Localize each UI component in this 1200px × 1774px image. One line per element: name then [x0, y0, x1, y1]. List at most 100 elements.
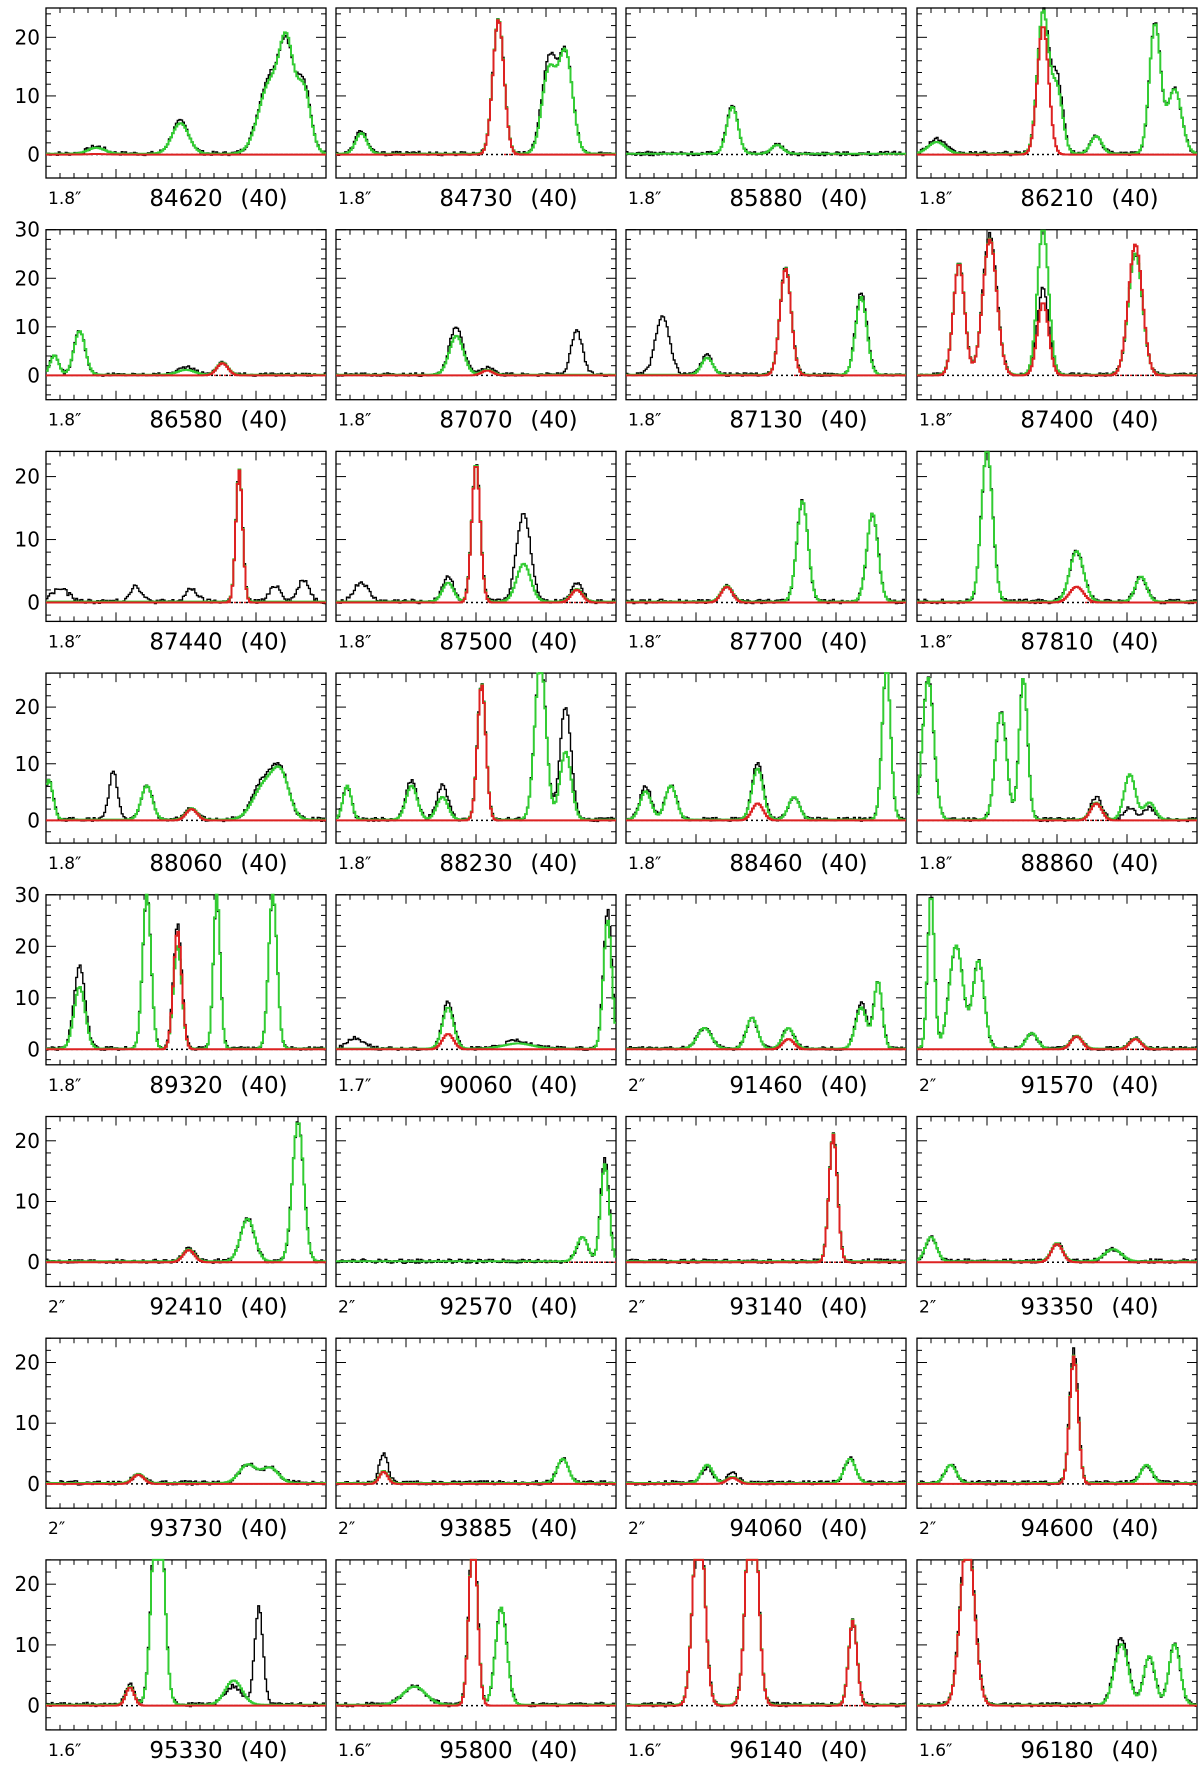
frequency-label: 95330: [149, 1738, 222, 1764]
frequency-label: 88460: [729, 851, 802, 877]
y-tick-label: 30: [15, 883, 40, 907]
spectrum-panel: 0 10 20 1.8″ 88060 (40): [15, 672, 327, 877]
beam-size-label: 1.8″: [919, 854, 952, 874]
frequency-label: 91460: [729, 1073, 802, 1099]
model-species-spectrum: [46, 808, 326, 822]
frequency-label: 90060: [439, 1073, 512, 1099]
spectrum-panel: 0 10 20 1.8″ 87440 (40): [15, 450, 327, 655]
model-total-spectrum: [46, 1558, 326, 1706]
spectrum-panel: 1.6″ 96140 (40): [625, 1558, 907, 1764]
beam-size-label: 1.8″: [338, 632, 371, 652]
model-species-spectrum: [46, 930, 326, 1051]
channel-width-label: (40): [1111, 1738, 1158, 1764]
spectrum-panel: 0 10 20 1.6″ 95330 (40): [15, 1558, 327, 1764]
beam-size-label: 1.8″: [338, 189, 371, 209]
channel-width-label: (40): [820, 1738, 867, 1764]
observed-spectrum: [917, 676, 1197, 823]
model-total-spectrum: [917, 9, 1197, 155]
spectrum-panel: 2″ 91460 (40): [625, 894, 907, 1099]
channel-width-label: (40): [1111, 1516, 1158, 1542]
spectrum-panel: 1.8″ 87500 (40): [335, 450, 617, 655]
channel-width-label: (40): [530, 629, 577, 655]
channel-width-label: (40): [820, 408, 867, 434]
channel-width-label: (40): [1111, 629, 1158, 655]
channel-width-label: (40): [530, 1516, 577, 1542]
y-tick-label: 20: [15, 25, 40, 49]
model-total-spectrum: [626, 981, 906, 1050]
spectrum-panel: 1.8″ 88230 (40): [335, 672, 617, 877]
observed-spectrum: [46, 1462, 326, 1486]
y-tick-label: 0: [27, 808, 40, 832]
beam-size-label: 2″: [338, 1298, 355, 1318]
channel-width-label: (40): [820, 1295, 867, 1321]
beam-size-label: 2″: [919, 1076, 936, 1096]
model-total-spectrum: [626, 500, 906, 603]
model-total-spectrum: [336, 18, 616, 155]
channel-width-label: (40): [530, 1073, 577, 1099]
model-total-spectrum: [336, 919, 616, 1050]
model-total-spectrum: [917, 897, 1197, 1050]
y-tick-label: 20: [15, 1572, 40, 1596]
beam-size-label: 1.8″: [919, 411, 952, 431]
frequency-label: 93140: [729, 1295, 802, 1321]
frequency-label: 94600: [1020, 1516, 1093, 1542]
frequency-label: 87070: [439, 408, 512, 434]
model-species-spectrum: [46, 1473, 326, 1485]
model-species-spectrum: [336, 1558, 616, 1707]
channel-width-label: (40): [530, 1738, 577, 1764]
model-species-spectrum: [626, 1133, 906, 1264]
model-species-spectrum: [917, 585, 1197, 604]
model-species-spectrum: [917, 802, 1197, 822]
panel-frame: [916, 894, 1198, 1066]
beam-size-label: 1.8″: [48, 189, 81, 209]
panel-frame: [335, 450, 617, 623]
spectrum-panel: 1.6″ 96180 (40): [916, 1558, 1198, 1764]
model-species-spectrum: [46, 153, 326, 156]
y-tick-label: 0: [27, 1250, 40, 1274]
observed-spectrum: [917, 896, 1197, 1051]
y-tick-label: 20: [15, 934, 40, 958]
observed-spectrum: [46, 1559, 326, 1708]
model-species-spectrum: [626, 1038, 906, 1051]
spectrum-panel: 0 10 20 2″ 93730 (40): [15, 1337, 327, 1542]
spectrum-panel: 1.8″ 87400 (40): [916, 229, 1198, 434]
model-total-spectrum: [336, 334, 616, 376]
channel-width-label: (40): [820, 186, 867, 212]
beam-size-label: 2″: [628, 1298, 645, 1318]
beam-size-label: 1.6″: [48, 1741, 81, 1761]
model-species-spectrum: [336, 466, 616, 604]
frequency-label: 93730: [149, 1516, 222, 1542]
observed-spectrum: [626, 499, 906, 605]
model-species-spectrum: [917, 238, 1197, 377]
beam-size-label: 1.8″: [338, 411, 371, 431]
beam-size-label: 1.8″: [48, 854, 81, 874]
observed-spectrum: [336, 18, 616, 157]
spectrum-panel: 0 10 20 2″ 92410 (40): [15, 1115, 327, 1321]
spectrum-panel: 2″ 94060 (40): [625, 1337, 907, 1542]
spectrum-panel: 1.8″ 87070 (40): [335, 229, 617, 434]
model-total-spectrum: [626, 1558, 906, 1706]
observed-spectrum: [626, 1132, 906, 1264]
y-tick-label: 10: [15, 986, 40, 1010]
observed-spectrum: [917, 450, 1197, 605]
spectrum-panel: 1.8″ 88460 (40): [625, 672, 907, 877]
y-tick-label: 10: [15, 84, 40, 108]
model-total-spectrum: [46, 31, 326, 155]
observed-spectrum: [626, 1559, 906, 1708]
frequency-label: 87130: [729, 408, 802, 434]
model-total-spectrum: [917, 229, 1197, 376]
y-tick-label: 10: [15, 528, 40, 552]
y-tick-label: 0: [27, 1472, 40, 1496]
frequency-label: 91570: [1020, 1073, 1093, 1099]
model-species-spectrum: [917, 1355, 1197, 1485]
channel-width-label: (40): [1111, 1073, 1158, 1099]
model-species-spectrum: [46, 1249, 326, 1264]
model-total-spectrum: [336, 1163, 616, 1263]
y-tick-label: 10: [15, 1411, 40, 1435]
beam-size-label: 1.8″: [628, 632, 661, 652]
channel-width-label: (40): [820, 1516, 867, 1542]
beam-size-label: 1.8″: [628, 411, 661, 431]
y-tick-label: 20: [15, 465, 40, 489]
y-tick-label: 0: [27, 1694, 40, 1718]
